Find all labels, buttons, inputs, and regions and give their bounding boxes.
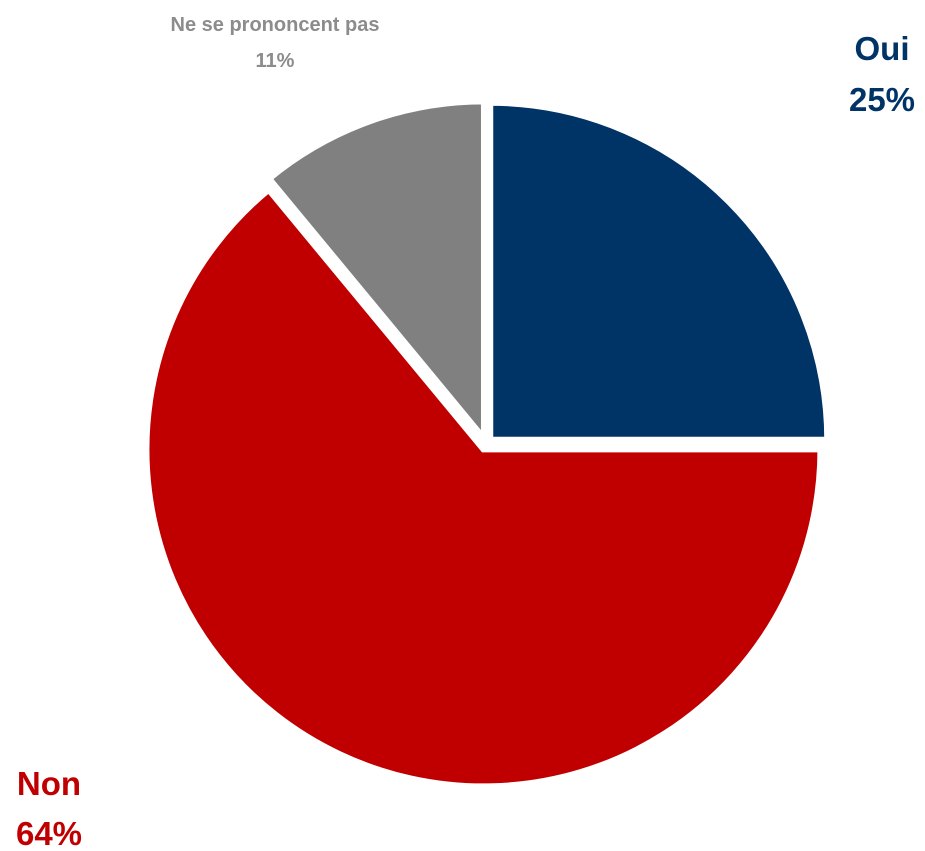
label-nspp-name: Ne se prononcent pas (171, 14, 380, 36)
label-oui-name: Oui (855, 30, 910, 67)
label-non-value: 64% (16, 815, 82, 851)
label-oui-value: 25% (849, 81, 915, 118)
label-non-name: Non (17, 765, 81, 802)
slice-oui (487, 99, 831, 443)
slice-nspp (264, 98, 487, 447)
pie-slices (143, 98, 831, 790)
slice-non (143, 185, 824, 790)
label-nspp-value: 11% (256, 50, 295, 72)
